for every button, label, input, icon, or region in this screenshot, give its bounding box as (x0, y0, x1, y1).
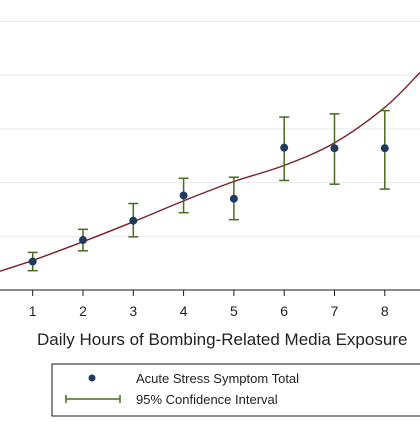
legend-label-series: Acute Stress Symptom Total (136, 371, 299, 386)
legend-marker-point (88, 374, 96, 382)
data-point-layer (28, 143, 389, 266)
x-tick-label: 2 (79, 303, 87, 319)
x-axis: 1 2 3 4 5 6 7 8 (0, 289, 420, 319)
x-tick-label: 4 (180, 303, 188, 319)
legend-marker-ci (65, 395, 121, 403)
x-tick-label: 3 (129, 303, 137, 319)
x-tick-label: 7 (331, 303, 339, 319)
data-point (28, 257, 37, 266)
legend-label-ci: 95% Confidence Interval (136, 392, 278, 407)
fit-curve (0, 72, 420, 272)
data-point (78, 236, 87, 245)
x-tick-label: 6 (280, 303, 288, 319)
legend: Acute Stress Symptom Total 95% Confidenc… (51, 363, 420, 417)
data-point (380, 144, 389, 153)
x-axis-label: Daily Hours of Bombing-Related Media Exp… (37, 330, 407, 349)
x-tick-label: 5 (230, 303, 238, 319)
data-point (330, 144, 339, 153)
fit-curve-layer (0, 72, 420, 272)
data-point (129, 216, 138, 225)
legend-box (51, 363, 420, 417)
x-tick-label: 8 (381, 303, 389, 319)
data-point (280, 143, 289, 152)
data-point (179, 191, 188, 200)
x-tick-label: 1 (29, 303, 37, 319)
grid-lines (0, 20, 420, 237)
data-point (229, 194, 238, 203)
